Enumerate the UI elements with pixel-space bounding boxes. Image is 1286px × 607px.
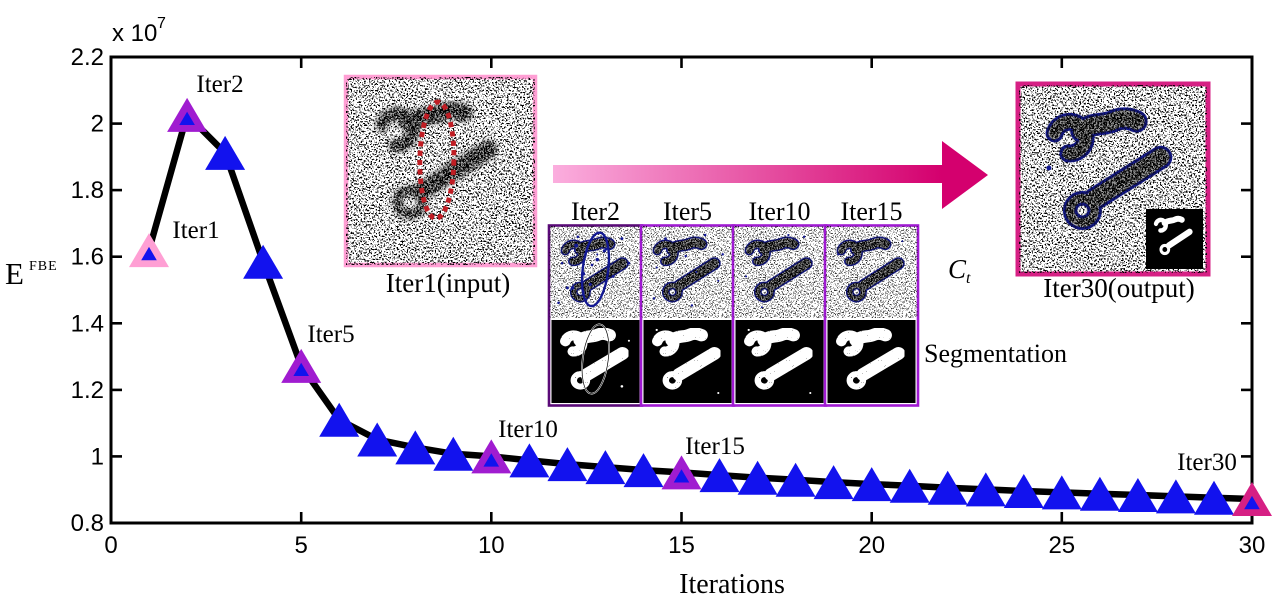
svg-text:Iter30(output): Iter30(output) xyxy=(1043,273,1194,303)
svg-text:30: 30 xyxy=(1239,532,1266,559)
svg-text:Iter2: Iter2 xyxy=(196,71,243,98)
svg-text:1.4: 1.4 xyxy=(71,310,104,337)
svg-text:25: 25 xyxy=(1048,532,1075,559)
svg-text:E: E xyxy=(5,256,24,291)
svg-text:Iter10: Iter10 xyxy=(748,197,810,226)
svg-text:10: 10 xyxy=(478,532,505,559)
svg-text:Iter1: Iter1 xyxy=(172,217,219,244)
svg-text:x 10: x 10 xyxy=(112,20,157,47)
svg-text:5: 5 xyxy=(295,532,308,559)
svg-text:7: 7 xyxy=(157,15,166,32)
svg-text:Iter5: Iter5 xyxy=(307,321,354,348)
svg-text:Iter15: Iter15 xyxy=(685,433,745,460)
svg-text:Iter15: Iter15 xyxy=(840,197,902,226)
svg-text:20: 20 xyxy=(858,532,885,559)
svg-text:Iter10: Iter10 xyxy=(498,416,558,443)
svg-text:Iter30: Iter30 xyxy=(1177,449,1237,476)
svg-text:Iterations: Iterations xyxy=(679,569,785,600)
svg-text:1.8: 1.8 xyxy=(71,177,104,204)
svg-text:Segmentation: Segmentation xyxy=(924,339,1067,368)
svg-text:Iter1(input): Iter1(input) xyxy=(386,268,510,298)
svg-text:2.2: 2.2 xyxy=(71,44,104,71)
svg-text:1.6: 1.6 xyxy=(71,244,104,271)
svg-text:1.2: 1.2 xyxy=(71,377,104,404)
svg-text:15: 15 xyxy=(668,532,695,559)
svg-text:FBE: FBE xyxy=(29,259,58,274)
svg-text:Ct: Ct xyxy=(948,254,971,287)
svg-text:Iter5: Iter5 xyxy=(663,197,712,226)
svg-text:Iter2: Iter2 xyxy=(571,197,620,226)
svg-text:1: 1 xyxy=(91,443,104,470)
svg-text:0.8: 0.8 xyxy=(71,510,104,537)
svg-text:2: 2 xyxy=(91,111,104,138)
svg-text:0: 0 xyxy=(104,532,117,559)
